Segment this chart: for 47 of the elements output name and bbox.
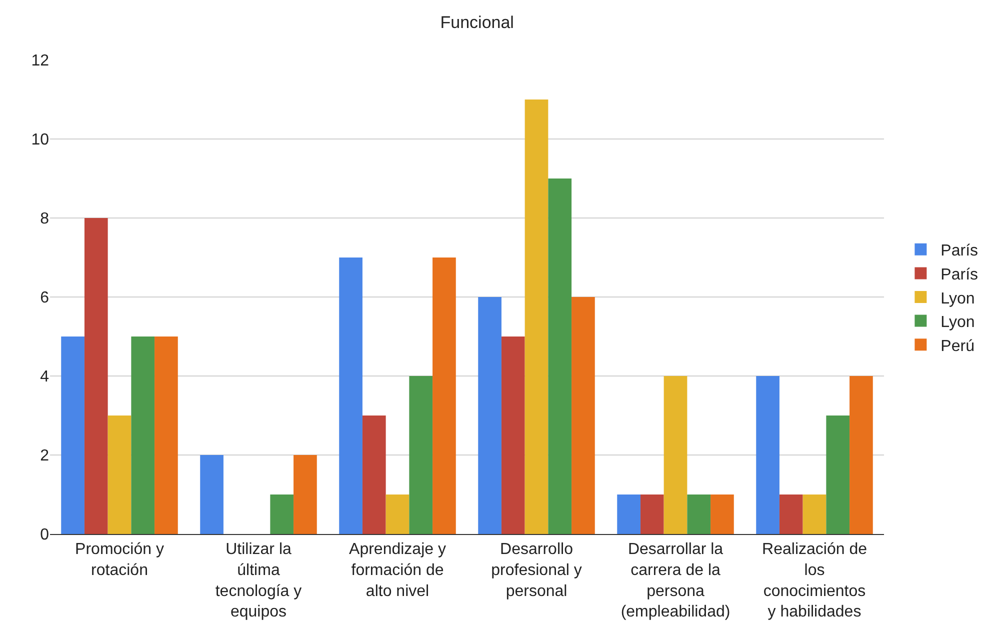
bar [572, 297, 595, 534]
x-tick-label: Aprendizaje y formación de alto nivel [349, 541, 446, 600]
legend-label: París [940, 242, 978, 260]
y-tick-label: 10 [31, 132, 50, 149]
y-tick-label: 0 [40, 526, 50, 544]
y-tick-label: 2 [40, 448, 50, 465]
bar [756, 376, 780, 534]
bar [131, 336, 155, 534]
bar [664, 376, 688, 534]
y-tick-label: 6 [40, 290, 50, 307]
bar [154, 336, 178, 534]
bar [501, 336, 525, 534]
legend-label: París [940, 266, 978, 284]
bar [826, 416, 850, 534]
bar [710, 494, 734, 534]
bar [61, 336, 84, 534]
y-tick-label: 8 [40, 210, 50, 228]
bar [524, 100, 548, 534]
bar [617, 494, 640, 534]
bar [362, 416, 386, 534]
x-tick-label: Realización de los conocimientos y habilidades [762, 541, 868, 621]
bar [478, 297, 502, 534]
x-tick-label: Desarrollar la carrera de la persona (empleabilidad) [620, 541, 730, 621]
bar [339, 258, 362, 534]
legend-label: Perú [940, 338, 974, 355]
bar [432, 258, 456, 534]
bar [270, 494, 294, 534]
bar [108, 416, 132, 534]
bar [850, 376, 873, 534]
x-tick-label: Desarrollo profesional y personal [491, 541, 582, 600]
bar [84, 218, 108, 534]
bar [548, 178, 572, 534]
x-tick-label: Utilizar la última tecnología y equipos [215, 541, 302, 621]
bar [640, 494, 664, 534]
bar [779, 494, 803, 534]
bar [200, 455, 224, 534]
legend-label: Lyon [940, 314, 975, 332]
chart-title: Funcional [440, 13, 514, 32]
y-tick-label: 4 [40, 368, 50, 386]
bar [409, 376, 433, 534]
y-tick-label: 12 [31, 52, 50, 70]
legend-label: Lyon [940, 290, 975, 308]
bar [802, 494, 826, 534]
bar [687, 494, 711, 534]
bar [294, 455, 317, 534]
bar [386, 494, 410, 534]
x-tick-label: Promoción y rotación [75, 541, 164, 579]
